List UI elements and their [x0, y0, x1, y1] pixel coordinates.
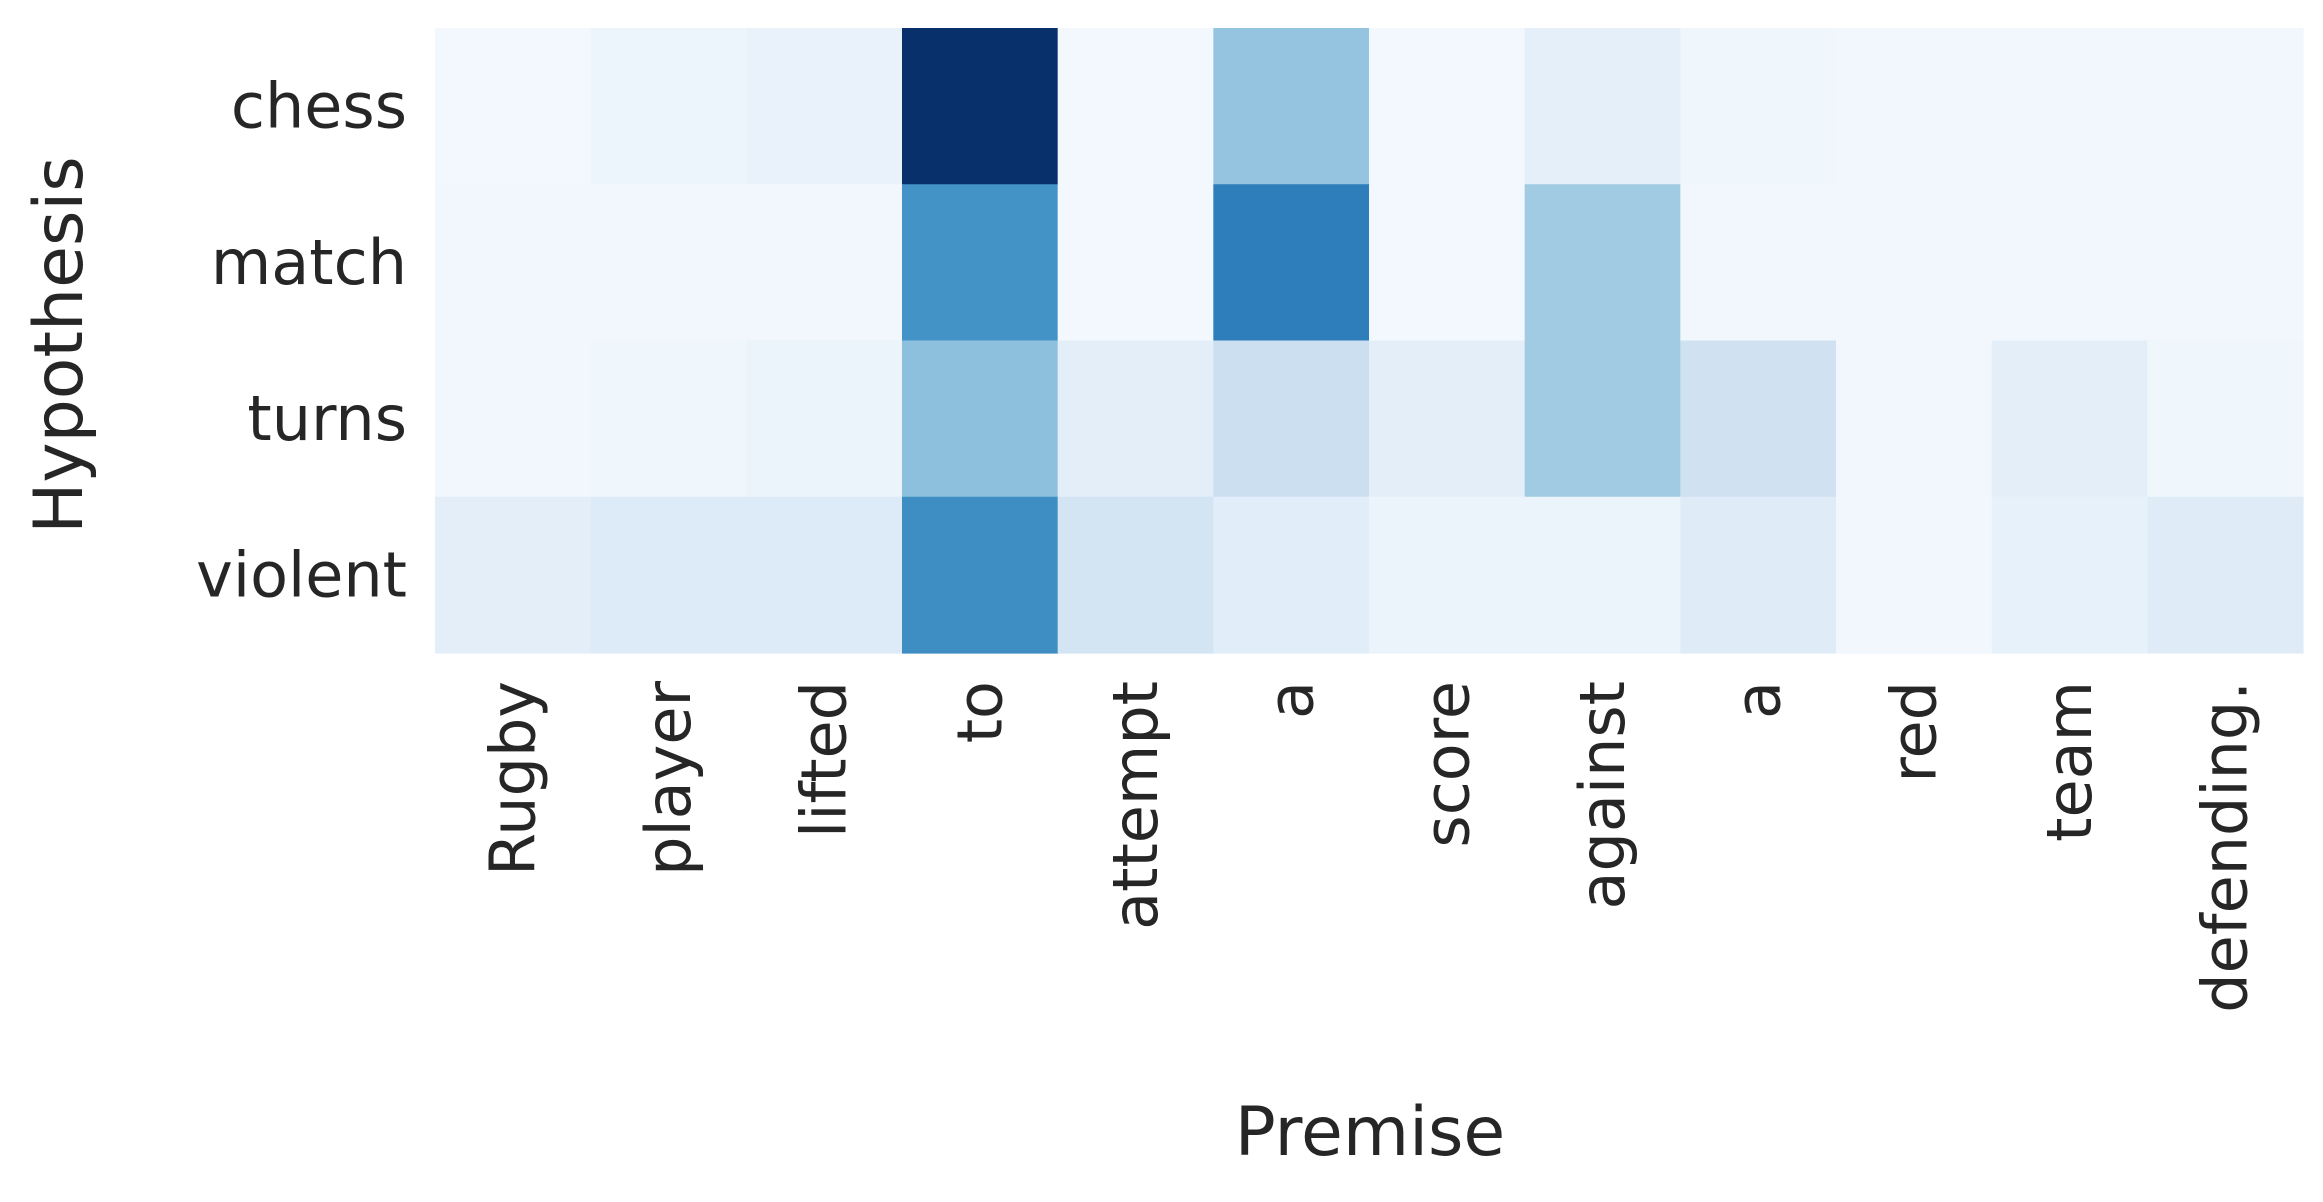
heatmap-cell [902, 184, 1059, 342]
heatmap-cell [1991, 28, 2148, 185]
heatmap-cell [1057, 496, 1214, 654]
y-tick-label: violent [196, 538, 407, 611]
x-tick-label: lifted [788, 681, 861, 838]
heatmap-cell [1991, 184, 2148, 342]
heatmap-cell [1369, 184, 1526, 342]
y-tick-label: chess [231, 70, 407, 143]
heatmap-cell [2147, 340, 2304, 498]
heatmap-cell [2147, 496, 2304, 654]
y-tick-label: match [211, 226, 407, 299]
heatmap-cell [1991, 340, 2148, 498]
heatmap-cell [1680, 184, 1837, 342]
heatmap-cell [590, 28, 747, 185]
heatmap-cell [1369, 496, 1526, 654]
heatmap-cell [1836, 340, 1993, 498]
heatmap-cell [1369, 28, 1526, 185]
heatmap-cell [435, 340, 592, 498]
heatmap-cell [902, 496, 1059, 654]
heatmap-cell [1836, 28, 1993, 185]
x-tick-label: a [1255, 681, 1328, 719]
heatmap-cell [435, 496, 592, 654]
heatmap-cell [1680, 496, 1837, 654]
heatmap-cell [746, 184, 903, 342]
heatmap-cell [2147, 184, 2304, 342]
heatmap-cell [1213, 28, 1370, 185]
heatmap-cell [1680, 340, 1837, 498]
heatmap-cell [1213, 496, 1370, 654]
x-axis-label: Premise [1235, 1093, 1506, 1172]
heatmap-cell [435, 184, 592, 342]
heatmap-cell [1524, 184, 1681, 342]
x-tick-label: defending. [2189, 681, 2262, 1013]
heatmap-cell [435, 28, 592, 185]
heatmap-cell [1680, 28, 1837, 185]
heatmap-cell [902, 340, 1059, 498]
heatmap-cell [1836, 184, 1993, 342]
y-tick-label: turns [247, 382, 407, 455]
heatmap-cell [746, 28, 903, 185]
heatmap-cell [2147, 28, 2304, 185]
heatmap-cell [746, 496, 903, 654]
heatmap-cell [1524, 340, 1681, 498]
x-tick-label: against [1566, 681, 1639, 909]
heatmap-cell [1991, 496, 2148, 654]
x-tick-label: red [1877, 681, 1950, 783]
heatmap-cell [1057, 184, 1214, 342]
heatmap-cell [902, 28, 1059, 185]
heatmap-cell [1213, 340, 1370, 498]
y-tick-labels: chess match turns violent [196, 70, 407, 612]
heatmap-cell [746, 340, 903, 498]
x-tick-label: Rugby [476, 681, 549, 876]
heatmap-cell [1836, 496, 1993, 654]
heatmap-cell [590, 184, 747, 342]
heatmap-cell [1057, 28, 1214, 185]
x-tick-label: attempt [1099, 681, 1172, 930]
heatmap-cell [590, 496, 747, 654]
x-tick-label: a [1722, 681, 1795, 719]
x-tick-label: team [2033, 681, 2106, 842]
heatmap-cell [1524, 496, 1681, 654]
x-tick-label: player [632, 680, 705, 875]
heatmap-cell [590, 340, 747, 498]
x-tick-label: to [943, 681, 1016, 743]
x-tick-label: score [1410, 681, 1483, 848]
x-tick-labels: Rugby player lifted to attempt a score against a… [476, 680, 2261, 1012]
heatmap-cell [1524, 28, 1681, 185]
heatmap-cell [1369, 340, 1526, 498]
heatmap-cells [435, 28, 2304, 654]
y-axis-label: Hypothesis [20, 156, 99, 534]
heatmap-cell [1057, 340, 1214, 498]
heatmap-cell [1213, 184, 1370, 342]
